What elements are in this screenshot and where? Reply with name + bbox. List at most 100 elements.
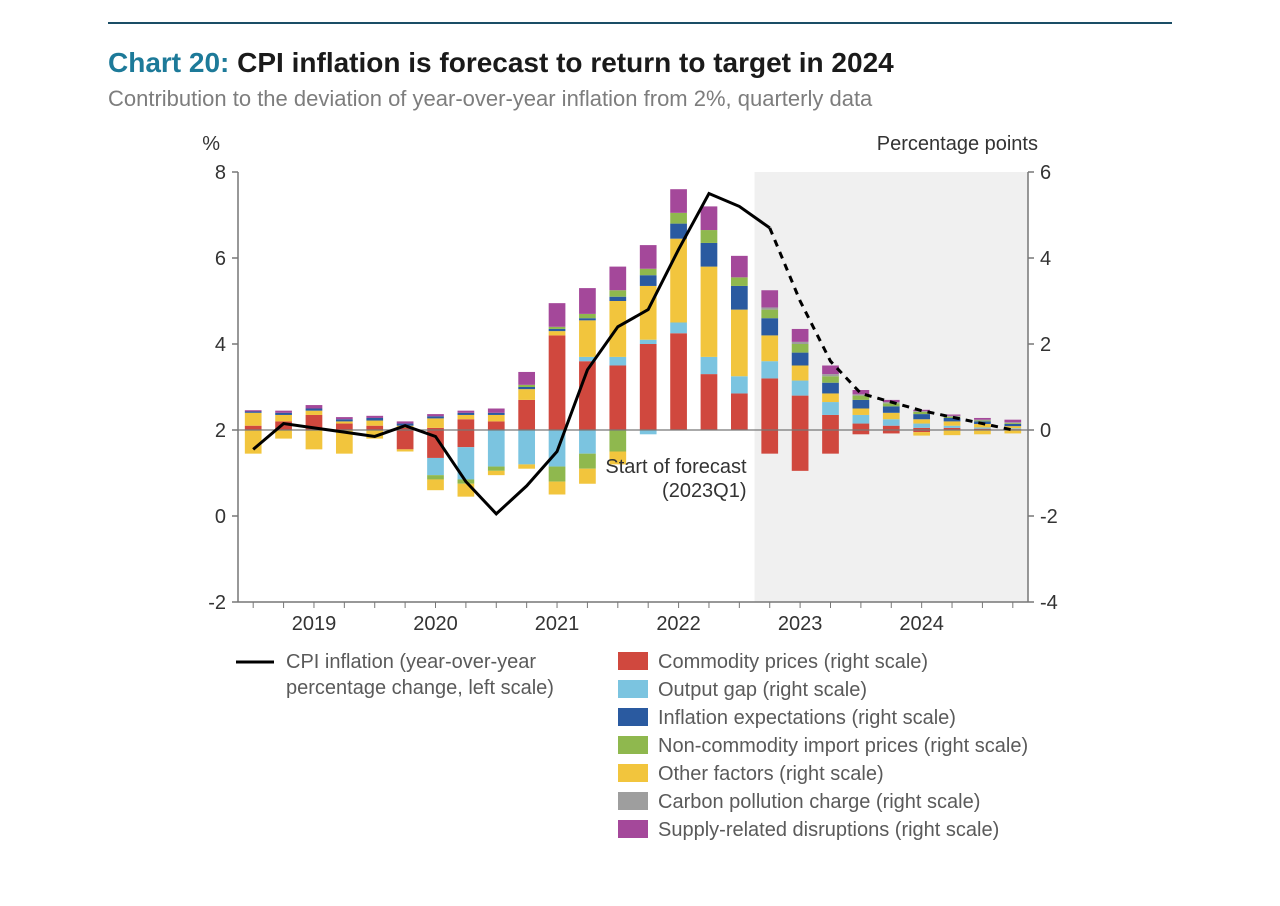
bar-seg	[822, 374, 839, 376]
bar-seg	[549, 331, 566, 335]
bar-seg	[701, 243, 718, 267]
bar-seg	[336, 417, 353, 419]
bar-seg	[245, 412, 262, 425]
bar-seg	[822, 402, 839, 415]
bar-seg	[609, 290, 626, 296]
bar-seg	[731, 309, 748, 376]
bar-seg	[549, 329, 566, 331]
bar-seg	[883, 412, 900, 418]
bar-seg	[822, 430, 839, 454]
ytick-right-label: -2	[1040, 506, 1058, 528]
bar-seg	[518, 399, 535, 429]
bar-seg	[275, 415, 292, 421]
bar-seg	[488, 415, 505, 421]
bar-seg	[822, 415, 839, 430]
chart-title: Chart 20: CPI inflation is forecast to r…	[108, 46, 1172, 80]
bar-seg	[609, 266, 626, 290]
bar-seg	[640, 344, 657, 430]
bar-seg	[640, 275, 657, 286]
bar-seg	[792, 430, 809, 471]
bar-seg	[427, 475, 444, 479]
bar-seg	[518, 372, 535, 385]
bar-seg	[761, 318, 778, 335]
bar-seg	[974, 430, 991, 434]
page-root: Chart 20: CPI inflation is forecast to r…	[0, 22, 1280, 906]
bar-seg	[549, 466, 566, 481]
bar-seg	[488, 430, 505, 467]
ytick-left-label: 2	[215, 420, 226, 442]
ytick-right-label: -4	[1040, 592, 1058, 614]
bar-seg	[640, 430, 657, 434]
bar-seg	[883, 406, 900, 412]
x-year-label: 2019	[292, 613, 337, 635]
bar-seg	[518, 389, 535, 400]
x-year-label: 2021	[535, 613, 580, 635]
bar-seg	[853, 423, 870, 429]
legend-label: Inflation expectations (right scale)	[658, 707, 956, 729]
legend-label: Supply-related disruptions (right scale)	[658, 819, 999, 841]
bar-seg	[245, 430, 262, 454]
bar-seg	[640, 268, 657, 274]
bar-seg	[670, 189, 687, 213]
bar-seg	[518, 430, 535, 464]
bar-seg	[701, 356, 718, 373]
legend-swatch	[618, 736, 648, 754]
legend-label: Non-commodity import prices (right scale…	[658, 735, 1028, 757]
bar-seg	[488, 408, 505, 412]
bar-seg	[579, 453, 596, 468]
bar-seg	[670, 212, 687, 223]
bar-seg	[761, 290, 778, 307]
bar-seg	[792, 352, 809, 365]
bar-seg	[609, 365, 626, 430]
bar-seg	[1004, 419, 1021, 422]
bar-seg	[792, 365, 809, 380]
bar-seg	[579, 320, 596, 357]
bar-seg	[913, 423, 930, 427]
legend-swatch	[618, 652, 648, 670]
bar-seg	[822, 376, 839, 382]
bar-seg	[366, 420, 383, 425]
bar-seg	[427, 458, 444, 475]
bar-seg	[731, 286, 748, 310]
bar-seg	[883, 425, 900, 429]
bar-seg	[761, 307, 778, 309]
ytick-left-label: -2	[208, 592, 226, 614]
bar-seg	[792, 395, 809, 429]
bar-seg	[944, 430, 961, 435]
ytick-left-label: 4	[215, 334, 226, 356]
chart-title-main: CPI inflation is forecast to return to t…	[237, 47, 894, 78]
bar-seg	[579, 430, 596, 454]
bar-seg	[853, 430, 870, 434]
ytick-right-label: 4	[1040, 248, 1051, 270]
bar-seg	[306, 410, 323, 414]
bar-seg	[974, 419, 991, 420]
bar-seg	[518, 384, 535, 386]
bar-seg	[792, 380, 809, 395]
right-axis-label: Percentage points	[877, 133, 1038, 155]
bar-seg	[822, 393, 839, 402]
chart-title-prefix: Chart 20:	[108, 47, 229, 78]
bar-seg	[853, 415, 870, 424]
bar-seg	[913, 419, 930, 423]
bar-seg	[427, 479, 444, 490]
bar-seg	[701, 206, 718, 230]
bar-seg	[397, 430, 414, 449]
bar-seg	[670, 333, 687, 430]
bar-seg	[397, 449, 414, 451]
x-year-label: 2024	[899, 613, 944, 635]
bar-seg	[731, 376, 748, 393]
bar-seg	[670, 322, 687, 333]
legend-swatch	[618, 708, 648, 726]
bar-seg	[549, 303, 566, 327]
bar-seg	[974, 420, 991, 421]
bar-seg	[1004, 422, 1021, 423]
bar-seg	[366, 418, 383, 421]
ytick-left-label: 0	[215, 506, 226, 528]
bar-seg	[883, 419, 900, 425]
bar-seg	[822, 382, 839, 393]
bar-seg	[1004, 424, 1021, 426]
bar-seg	[579, 468, 596, 483]
bar-seg	[488, 412, 505, 414]
bar-seg	[822, 365, 839, 374]
bar-seg	[366, 425, 383, 429]
